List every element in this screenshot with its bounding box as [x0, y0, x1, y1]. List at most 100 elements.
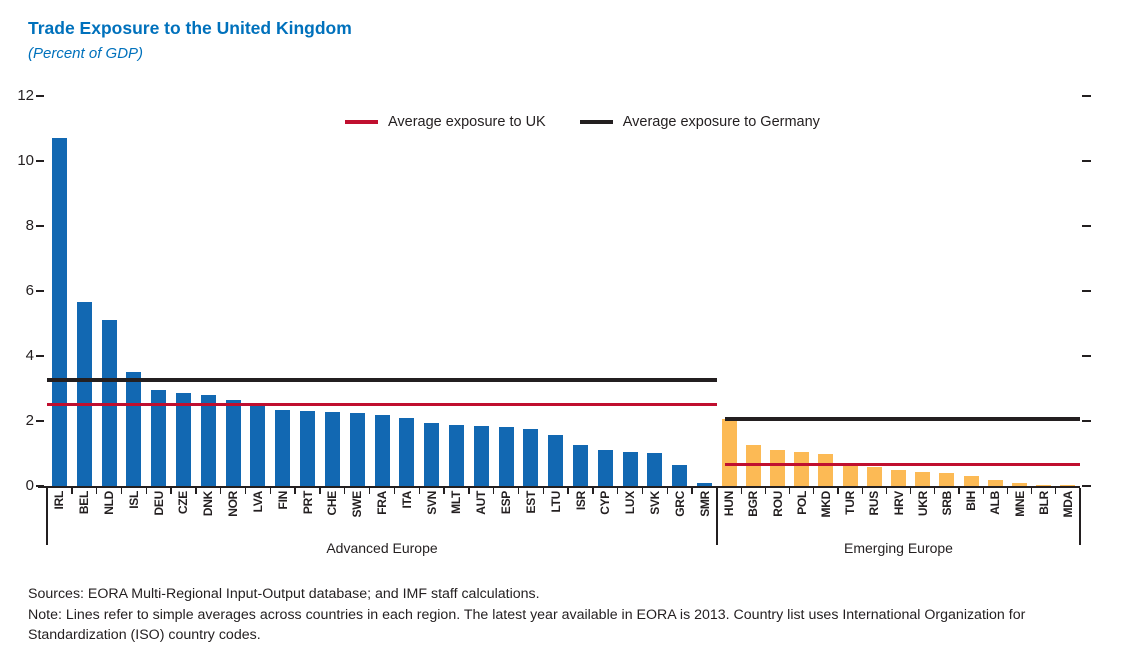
xtick-label-BLR: BLR [1036, 491, 1051, 515]
ytick-label-6: 6 [25, 282, 34, 299]
bar-ISL [126, 372, 142, 486]
axis-slot-tick [393, 487, 396, 494]
axis-slot-tick [885, 487, 888, 494]
bar-ITA [399, 417, 415, 486]
bar-NLD [101, 320, 117, 486]
footer: Sources: EORA Multi-Regional Input-Outpu… [28, 584, 1122, 646]
average-germany-line-advanced [47, 378, 717, 383]
xtick-label-ESP: ESP [499, 491, 514, 515]
xtick-label-LUX: LUX [623, 491, 638, 515]
bar-ALB [987, 479, 1003, 486]
bar-SVN [424, 422, 440, 486]
axis-slot-tick [443, 487, 445, 494]
bar-IRL [51, 138, 67, 486]
ytick-dash-right-2 [1082, 420, 1091, 422]
ytick-dash-right-6 [1082, 290, 1091, 292]
xtick-label-ALB: ALB [988, 491, 1003, 515]
axis-slot-tick [617, 487, 619, 494]
ytick-dash-left-8 [36, 225, 44, 227]
germany-average-line-swatch [579, 120, 613, 124]
axis-slot-tick [1006, 487, 1009, 494]
axis-slot-tick [120, 487, 123, 494]
x-axis-line [38, 486, 1080, 488]
average-uk-line-advanced [47, 403, 717, 407]
axis-slot-tick [740, 487, 742, 494]
xtick-label-SRB: SRB [939, 491, 954, 516]
xtick-label-FIN: FIN [275, 491, 290, 510]
bar-ROU [770, 450, 785, 486]
axis-slot-tick [71, 487, 73, 494]
bar-BLR [1036, 485, 1052, 486]
bar-MKD [818, 453, 834, 486]
bar-SRB [939, 473, 955, 486]
bar-MNE [1012, 483, 1027, 486]
xtick-label-HUN: HUN [722, 491, 737, 517]
xtick-label-CZE: CZE [176, 491, 191, 515]
bar-HUN [721, 419, 737, 486]
ytick-label-12: 12 [17, 87, 34, 104]
xtick-label-ITA: ITA [399, 491, 414, 509]
bar-CYP [597, 449, 613, 486]
axis-slot-tick [837, 487, 839, 494]
group-divider-0 [46, 487, 48, 545]
xtick-label-AUT: AUT [474, 491, 489, 515]
ytick-label-10: 10 [17, 152, 34, 169]
bar-ISR [573, 445, 589, 486]
xtick-label-SMR: SMR [697, 491, 712, 517]
axis-slot-tick [813, 487, 815, 494]
axis-slot-tick [909, 487, 912, 494]
axis-slot-tick [418, 487, 420, 494]
xtick-label-CHE: CHE [325, 491, 340, 516]
bar-PRT [300, 411, 316, 486]
average-germany-line-emerging [725, 417, 1080, 422]
xtick-label-NLD: NLD [102, 491, 117, 515]
bar-LUX [622, 451, 638, 486]
legend-item-germany: Average exposure to Germany [579, 114, 820, 130]
xtick-label-FRA: FRA [375, 491, 389, 515]
ytick-dash-left-4 [36, 355, 44, 357]
xtick-label-MKD: MKD [818, 491, 833, 518]
bar-CHE [324, 411, 340, 486]
ytick-dash-left-2 [36, 420, 44, 422]
axis-slot-tick [788, 487, 791, 494]
xtick-label-SVK: SVK [647, 491, 662, 515]
ytick-dash-right-12 [1082, 95, 1091, 97]
bar-RUS [866, 466, 882, 486]
axis-slot-tick [319, 487, 321, 494]
axis-slot-tick [244, 487, 247, 494]
xtick-label-GRC: GRC [672, 491, 687, 517]
ytick-dash-right-0 [1082, 485, 1091, 487]
group-label-advanced-europe: Advanced Europe [326, 540, 438, 556]
group-label-emerging-europe: Emerging Europe [844, 540, 953, 556]
xtick-label-LTU: LTU [548, 491, 563, 513]
xtick-label-RUS: RUS [867, 491, 882, 516]
ytick-label-2: 2 [25, 412, 34, 429]
axis-slot-tick [764, 487, 767, 494]
axis-slot-tick [492, 487, 495, 494]
ytick-label-0: 0 [25, 477, 34, 494]
bar-CZE [175, 393, 191, 486]
bar-BIH [963, 476, 979, 486]
xtick-label-DEU: DEU [151, 491, 166, 516]
axis-slot-tick [294, 487, 296, 494]
xtick-label-NOR: NOR [226, 491, 241, 517]
axis-slot-tick [368, 487, 371, 494]
ytick-dash-left-6 [36, 290, 44, 292]
bar-AUT [473, 425, 489, 486]
bar-FIN [275, 409, 291, 486]
bar-MLT [448, 424, 464, 486]
xtick-label-IRL: IRL [52, 491, 67, 510]
bar-SMR [697, 483, 713, 486]
xtick-label-TUR: TUR [843, 491, 858, 515]
legend-label-germany: Average exposure to Germany [622, 114, 820, 130]
axis-slot-tick [344, 487, 346, 494]
bar-SWE [349, 412, 365, 486]
xtick-label-EST: EST [523, 491, 538, 514]
xtick-label-HRV: HRV [891, 491, 906, 516]
bar-TUR [842, 463, 858, 486]
xtick-label-CYP: CYP [598, 491, 613, 515]
xtick-label-BEL: BEL [77, 491, 92, 515]
bar-SVK [647, 452, 663, 486]
chart-subtitle: (Percent of GDP) [28, 45, 144, 62]
ytick-dash-left-10 [36, 160, 44, 162]
